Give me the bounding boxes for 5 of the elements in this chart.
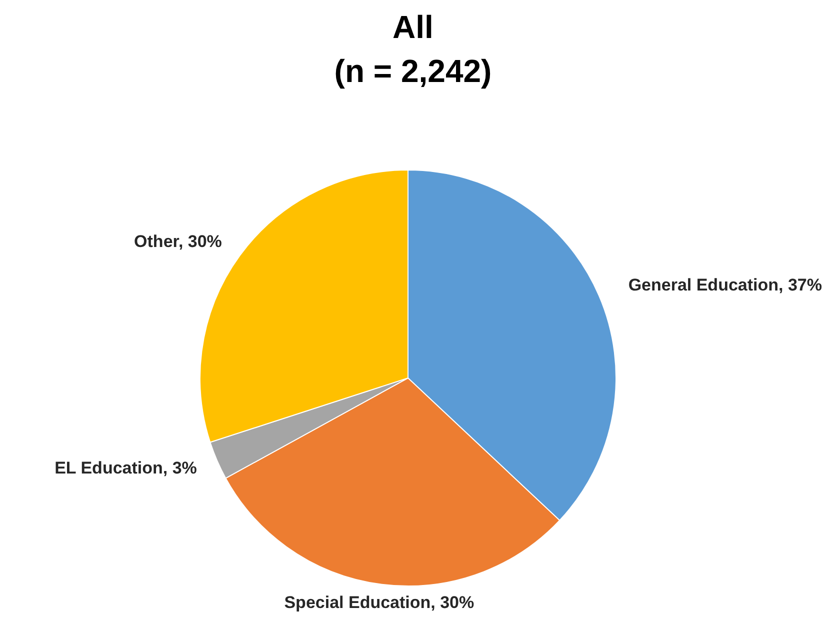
slice-label: EL Education, 3%	[54, 458, 197, 478]
slice-label: Other, 30%	[134, 232, 222, 251]
slice-label: Special Education, 30%	[284, 593, 474, 612]
slice-label: General Education, 37%	[628, 276, 822, 295]
chart-title: All (n = 2,242)	[334, 9, 492, 89]
